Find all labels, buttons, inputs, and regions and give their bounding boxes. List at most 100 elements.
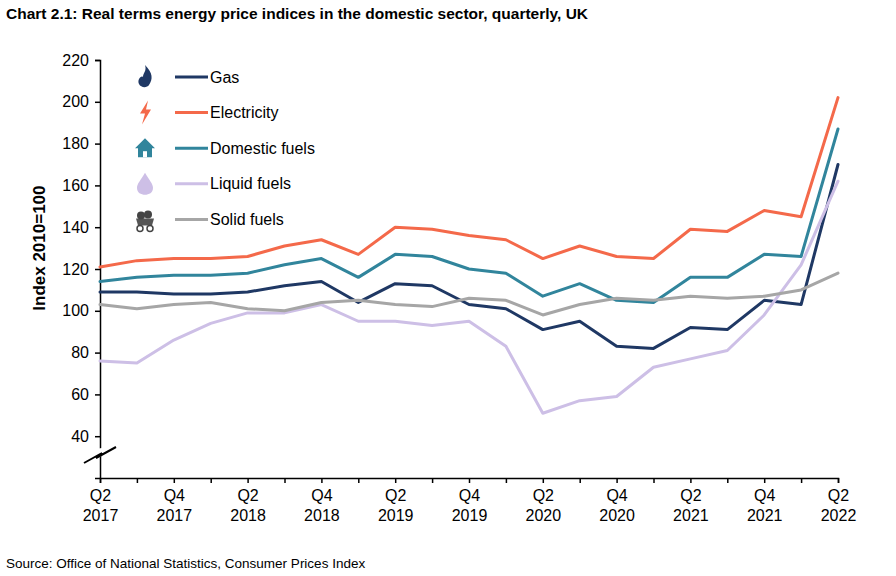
series-line: [100, 129, 838, 302]
y-tick-mark: [95, 436, 100, 438]
y-tick-mark: [95, 227, 100, 229]
source-note: Source: Office of National Statistics, C…: [6, 556, 365, 571]
y-tick-mark: [95, 60, 100, 62]
x-tick: [727, 478, 728, 483]
x-axis: Q22017 Q42017 Q22018 Q42018 Q22019 Q42019 Q220…: [83, 478, 857, 524]
x-tick-label: Q42019: [452, 487, 488, 523]
y-tick: 160: [62, 177, 100, 194]
x-tick: Q42018: [304, 478, 340, 524]
x-tick-mark: [395, 478, 397, 483]
x-tick-mark: [801, 478, 803, 483]
y-tick-label: 100: [62, 302, 89, 319]
x-tick-label: Q22021: [673, 487, 709, 523]
x-tick-label: Q42018: [304, 487, 340, 523]
y-tick: 100: [62, 302, 100, 319]
y-tick-mark: [95, 269, 100, 271]
legend-icon: [137, 173, 153, 195]
x-tick-mark: [174, 478, 176, 483]
series-line: [100, 98, 838, 267]
series-line: [100, 273, 838, 315]
x-tick: [211, 478, 212, 483]
legend-icon: [138, 65, 151, 87]
y-tick-label: 160: [62, 177, 89, 194]
x-tick-mark: [432, 478, 434, 483]
x-tick: Q22017: [83, 478, 119, 524]
y-tick: 120: [62, 261, 100, 278]
x-tick-mark: [358, 478, 360, 483]
legend-icon: [140, 101, 151, 125]
x-tick-mark: [616, 478, 618, 483]
x-tick-mark: [247, 478, 249, 483]
y-tick: 180: [62, 135, 100, 152]
series-line: [100, 181, 838, 413]
x-tick-mark: [284, 478, 286, 483]
x-tick: [137, 478, 138, 483]
x-tick: Q22020: [526, 478, 562, 524]
x-tick: [358, 478, 359, 483]
y-tick: 60: [71, 386, 100, 403]
x-tick: Q42017: [157, 478, 193, 524]
x-tick-label: Q22020: [526, 487, 562, 523]
x-tick-label: Q42020: [599, 487, 635, 523]
y-tick: 140: [62, 219, 100, 236]
x-tick-mark: [764, 478, 766, 483]
x-tick: [580, 478, 581, 483]
y-tick-label: 60: [71, 386, 89, 403]
y-tick-mark: [95, 143, 100, 145]
y-tick-label: 120: [62, 261, 89, 278]
legend-swatch: [175, 111, 208, 114]
x-tick-mark: [653, 478, 655, 483]
legend-label: Solid fuels: [210, 211, 284, 228]
y-tick-label: 220: [62, 52, 89, 69]
y-tick-label: 40: [71, 428, 89, 445]
x-tick-mark: [100, 478, 102, 483]
x-tick-label: Q22019: [378, 487, 414, 523]
y-axis-title: Index 2010=100: [30, 185, 49, 310]
x-tick: Q22018: [230, 478, 266, 524]
x-tick-mark: [506, 478, 508, 483]
x-tick-mark: [137, 478, 139, 483]
y-tick-mark: [95, 352, 100, 354]
legend-icon: [135, 138, 155, 157]
x-axis-line: [101, 479, 839, 484]
y-tick-mark: [95, 394, 100, 396]
axis-break-gap: [84, 443, 118, 461]
x-tick: [506, 478, 507, 483]
legend-label: Liquid fuels: [210, 175, 291, 192]
y-tick-label: 140: [62, 219, 89, 236]
x-tick-mark: [210, 478, 212, 483]
legend: GasElectricityDomestic fuelsLiquid fuels…: [135, 65, 315, 231]
y-tick-label: 200: [62, 93, 89, 110]
x-tick: Q42020: [599, 478, 635, 524]
x-tick: Q42019: [452, 478, 488, 524]
y-tick-label: 80: [71, 344, 89, 361]
x-tick-label: Q22018: [230, 487, 266, 523]
y-tick: 200: [62, 93, 100, 110]
legend-label: Gas: [210, 69, 239, 86]
y-tick: 40: [71, 428, 100, 445]
x-tick-mark: [543, 478, 545, 483]
x-tick: Q22022: [821, 478, 857, 524]
y-tick-mark: [95, 185, 100, 187]
y-tick-mark: [95, 311, 100, 313]
x-tick: Q42021: [747, 478, 783, 524]
x-tick-mark: [469, 478, 471, 483]
plot-lines: [100, 98, 838, 414]
legend-swatch: [175, 147, 208, 150]
y-tick: 80: [71, 344, 100, 361]
y-tick-label: 180: [62, 135, 89, 152]
legend-swatch: [175, 218, 208, 221]
x-tick-label: Q42021: [747, 487, 783, 523]
y-axis: 40 60 80 100 120 140 160 180 200 220: [62, 52, 100, 479]
x-tick-label: Q22017: [83, 487, 119, 523]
axis-break: [84, 447, 116, 463]
x-tick-label: Q22022: [821, 487, 857, 523]
x-tick-mark: [690, 478, 692, 483]
y-axis-line: [95, 61, 101, 479]
x-tick-mark: [579, 478, 581, 483]
x-tick: [285, 478, 286, 483]
y-tick: 220: [62, 52, 100, 69]
x-tick: [654, 478, 655, 483]
legend-icon: [136, 210, 154, 231]
chart: Chart 2.1: Real terms energy price indic…: [0, 0, 896, 576]
